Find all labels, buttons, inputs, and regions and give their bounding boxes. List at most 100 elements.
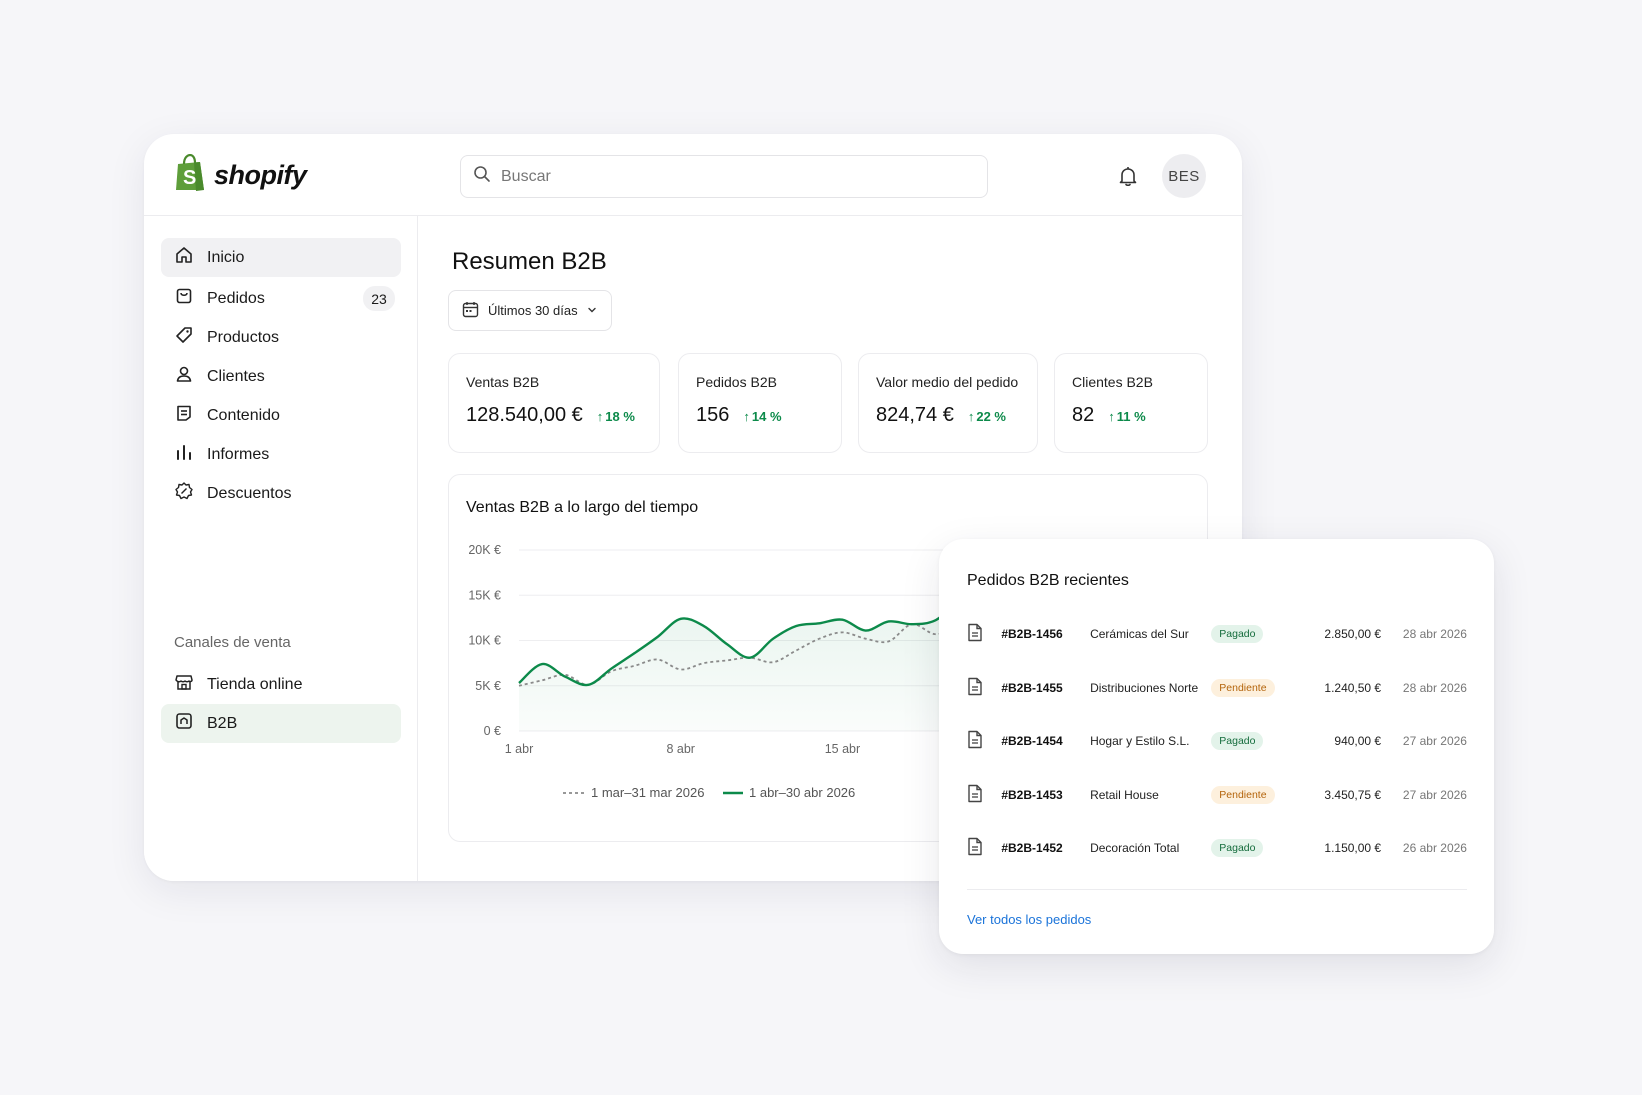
arrow-up-icon: ↑ xyxy=(743,409,750,424)
status-badge: Pendiente xyxy=(1211,678,1275,697)
kpi-delta-value: 22 % xyxy=(976,409,1006,424)
sidebar-item-informes[interactable]: Informes xyxy=(161,435,401,474)
sidebar-item-clientes[interactable]: Clientes xyxy=(161,357,401,396)
orders-icon xyxy=(174,286,194,311)
shopify-bag-icon: S xyxy=(174,153,206,197)
tag-icon xyxy=(174,325,194,350)
store-icon xyxy=(174,672,194,697)
kpi-value: 824,74 € xyxy=(876,404,954,426)
b2b-icon xyxy=(174,711,194,736)
search-bar[interactable] xyxy=(460,155,988,198)
status-badge: Pendiente xyxy=(1211,785,1275,804)
order-row[interactable]: #B2B-1455 Distribuciones Norte Pendiente 1.… xyxy=(967,673,1467,703)
status-badge: Pagado xyxy=(1211,732,1264,750)
kpi-delta: ↑ 18 % xyxy=(597,409,635,424)
order-date: 26 abr 2026 xyxy=(1402,841,1467,855)
kpi-card-valor-medio[interactable]: Valor medio del pedido 824,74 € ↑ 22 % xyxy=(858,353,1038,453)
document-icon xyxy=(967,730,1001,752)
chart-title: Ventas B2B a lo largo del tiempo xyxy=(466,499,699,516)
sales-channels-heading: Canales de venta xyxy=(174,634,291,651)
view-all-orders-link[interactable]: Ver todos los pedidos xyxy=(967,912,1092,927)
order-amount: 1.240,50 € xyxy=(1324,680,1382,695)
sidebar-item-label: Contenido xyxy=(207,406,280,424)
sidebar-item-b2b[interactable]: B2B xyxy=(161,704,401,743)
orders-title: Pedidos B2B recientes xyxy=(967,572,1129,589)
sidebar-item-label: Informes xyxy=(207,445,270,463)
shopify-logo[interactable]: S shopify xyxy=(174,153,307,197)
kpi-card-clientes[interactable]: Clientes B2B 82 ↑ 11 % xyxy=(1054,353,1208,453)
sidebar-item-inicio[interactable]: Inicio xyxy=(161,238,401,277)
legend-label-current: 1 abr–30 abr 2026 xyxy=(749,785,855,800)
sidebar-item-label: B2B xyxy=(207,714,238,732)
x-tick-label: 8 abr xyxy=(666,742,695,756)
order-id[interactable]: #B2B-1452 xyxy=(1001,841,1063,855)
arrow-up-icon: ↑ xyxy=(967,409,975,424)
kpi-delta-value: 11 % xyxy=(1116,409,1146,424)
order-row[interactable]: #B2B-1454 Hogar y Estilo S.L. Pagado 940,00… xyxy=(967,726,1467,756)
document-icon xyxy=(967,837,1001,859)
order-id[interactable]: #B2B-1456 xyxy=(1001,627,1063,641)
recent-orders-card: Pedidos B2B recientes #B2B-1456 Cerámicas… xyxy=(939,539,1494,954)
date-range-selector[interactable]: Últimos 30 días xyxy=(448,290,612,331)
calendar-icon xyxy=(462,301,479,321)
status-badge: Pagado xyxy=(1211,839,1264,857)
kpi-label: Ventas B2B xyxy=(466,374,540,390)
legend-label-previous: 1 mar–31 mar 2026 xyxy=(591,785,704,800)
page-title: Resumen B2B xyxy=(452,248,607,275)
order-status-cell: Pagado xyxy=(1211,732,1297,750)
order-status-cell: Pendiente xyxy=(1211,678,1297,697)
search-input[interactable] xyxy=(501,167,961,186)
order-amount: 940,00 € xyxy=(1334,734,1382,748)
order-id[interactable]: #B2B-1454 xyxy=(1001,734,1063,748)
sidebar-item-productos[interactable]: Productos xyxy=(161,318,401,357)
kpi-label: Valor medio del pedido xyxy=(876,374,1019,390)
home-icon xyxy=(174,245,194,270)
sidebar-item-label: Productos xyxy=(207,328,280,346)
svg-text:S: S xyxy=(183,167,196,189)
document-icon xyxy=(967,784,1001,806)
sidebar-item-pedidos[interactable]: Pedidos 23 xyxy=(161,279,401,318)
y-tick-label: 20K € xyxy=(468,543,501,557)
y-tick-label: 15K € xyxy=(468,588,501,602)
order-id[interactable]: #B2B-1453 xyxy=(1001,787,1063,802)
kpi-card-ventas[interactable]: Ventas B2B 128.540,00 € ↑ 18 % xyxy=(448,353,660,453)
sidebar-item-label: Inicio xyxy=(207,248,245,266)
sidebar-item-label: Descuentos xyxy=(207,484,292,502)
sidebar-item-descuentos[interactable]: Descuentos xyxy=(161,474,401,513)
order-customer: Retail House xyxy=(1090,787,1159,802)
y-tick-label: 5K € xyxy=(475,679,501,693)
content-icon xyxy=(174,403,194,428)
kpi-value: 82 xyxy=(1072,404,1095,426)
sidebar: Inicio Pedidos 23 Productos Clientes Con… xyxy=(144,216,418,881)
y-tick-label: 0 € xyxy=(484,724,501,738)
sidebar-item-tienda-online[interactable]: Tienda online xyxy=(161,665,401,704)
date-range-label: Últimos 30 días xyxy=(488,303,578,318)
status-badge: Pagado xyxy=(1211,625,1264,643)
user-avatar[interactable]: BES xyxy=(1162,154,1206,198)
order-status-cell: Pagado xyxy=(1211,625,1297,643)
order-row[interactable]: #B2B-1456 Cerámicas del Sur Pagado 2.850,00… xyxy=(967,619,1467,649)
order-customer: Decoración Total xyxy=(1090,841,1180,855)
search-icon xyxy=(473,165,491,188)
document-icon xyxy=(967,623,1001,645)
order-customer: Distribuciones Norte xyxy=(1090,680,1199,695)
order-row[interactable]: #B2B-1453 Retail House Pendiente 3.450,75 €… xyxy=(967,780,1467,810)
order-date: 28 abr 2026 xyxy=(1402,680,1467,695)
x-tick-label: 1 abr xyxy=(505,742,534,756)
document-icon xyxy=(967,677,1001,699)
discount-icon xyxy=(174,481,194,506)
order-amount: 3.450,75 € xyxy=(1324,787,1382,802)
arrow-up-icon: ↑ xyxy=(596,409,604,424)
y-tick-label: 10K € xyxy=(468,634,501,648)
kpi-card-pedidos[interactable]: Pedidos B2B 156 ↑ 14 % xyxy=(678,353,842,453)
arrow-up-icon: ↑ xyxy=(1108,409,1115,424)
sidebar-item-contenido[interactable]: Contenido xyxy=(161,396,401,435)
order-customer: Cerámicas del Sur xyxy=(1090,627,1189,641)
kpi-delta: ↑ 22 % xyxy=(968,409,1006,424)
order-row[interactable]: #B2B-1452 Decoración Total Pagado 1.150,00 … xyxy=(967,833,1467,863)
top-bar: S shopify BES xyxy=(144,134,1242,216)
order-amount: 1.150,00 € xyxy=(1324,841,1382,855)
order-id[interactable]: #B2B-1455 xyxy=(1001,680,1063,695)
notifications-bell-icon[interactable] xyxy=(1116,164,1140,193)
kpi-label: Clientes B2B xyxy=(1072,374,1153,390)
